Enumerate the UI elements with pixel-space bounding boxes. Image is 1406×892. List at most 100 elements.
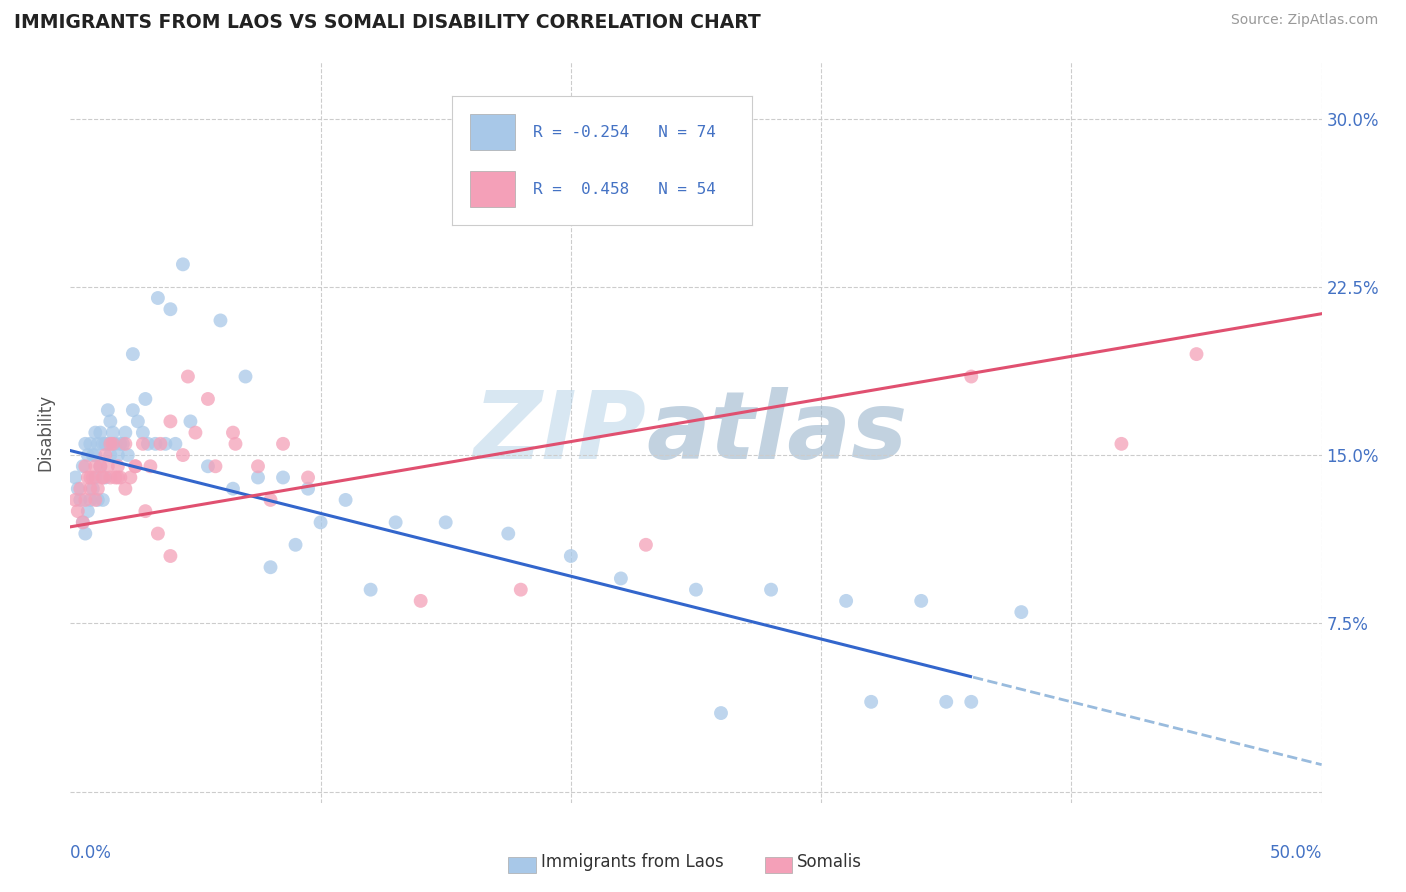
Point	[82, 482, 104, 496]
Point	[910, 594, 932, 608]
Point	[155, 437, 177, 451]
Y-axis label: Disability: Disability	[37, 394, 55, 471]
Point	[120, 470, 142, 484]
Point	[132, 425, 155, 440]
Point	[89, 459, 111, 474]
Point	[79, 482, 101, 496]
Point	[79, 437, 101, 451]
Point	[66, 482, 89, 496]
Point	[91, 492, 114, 507]
Point	[159, 549, 181, 563]
Point	[309, 516, 332, 530]
Point	[69, 492, 91, 507]
Bar	[509, 857, 536, 873]
Point	[172, 448, 194, 462]
Point	[107, 470, 129, 484]
Point	[172, 257, 194, 271]
Point	[498, 526, 520, 541]
Point	[271, 437, 294, 451]
Point	[149, 437, 172, 451]
Point	[235, 369, 257, 384]
Point	[710, 706, 733, 720]
Text: Immigrants from Laos: Immigrants from Laos	[541, 853, 724, 871]
Point	[204, 459, 226, 474]
Point	[685, 582, 707, 597]
Text: Somalis: Somalis	[797, 853, 862, 871]
Point	[134, 392, 156, 406]
Point	[835, 594, 858, 608]
Point	[297, 482, 319, 496]
Point	[65, 492, 87, 507]
Point	[117, 448, 139, 462]
Point	[259, 560, 281, 574]
Point	[65, 470, 87, 484]
Point	[107, 459, 129, 474]
Point	[247, 459, 270, 474]
Point	[509, 582, 531, 597]
Point	[94, 470, 117, 484]
Text: Source: ZipAtlas.com: Source: ZipAtlas.com	[1230, 13, 1378, 28]
Point	[72, 459, 94, 474]
Point	[89, 459, 111, 474]
Point	[159, 414, 181, 428]
Point	[84, 448, 107, 462]
Point	[76, 448, 98, 462]
Point	[98, 470, 121, 484]
Point	[82, 448, 104, 462]
Point	[1185, 347, 1208, 361]
Point	[860, 695, 883, 709]
Point	[139, 459, 162, 474]
Point	[146, 291, 169, 305]
Point	[935, 695, 957, 709]
Point	[84, 492, 107, 507]
Point	[222, 425, 245, 440]
Point	[1010, 605, 1032, 619]
Point	[134, 504, 156, 518]
Point	[271, 470, 294, 484]
Point	[72, 516, 94, 530]
Point	[259, 492, 281, 507]
Point	[136, 437, 159, 451]
Point	[960, 369, 983, 384]
Point	[87, 492, 110, 507]
Point	[960, 695, 983, 709]
Point	[114, 437, 136, 451]
Point	[297, 470, 319, 484]
Point	[360, 582, 382, 597]
Point	[610, 571, 633, 585]
Point	[76, 504, 98, 518]
Point	[69, 482, 91, 496]
Text: atlas: atlas	[645, 386, 907, 479]
Point	[94, 448, 117, 462]
Point	[121, 403, 145, 417]
Point	[110, 470, 132, 484]
Point	[91, 470, 114, 484]
Point	[107, 448, 129, 462]
Point	[91, 437, 114, 451]
Point	[634, 538, 657, 552]
Point	[165, 437, 187, 451]
Point	[82, 470, 104, 484]
Point	[114, 482, 136, 496]
Point	[101, 437, 124, 451]
Text: ZIP: ZIP	[472, 386, 645, 479]
Point	[145, 437, 167, 451]
Point	[104, 470, 127, 484]
Point	[97, 437, 120, 451]
Point	[72, 516, 94, 530]
Point	[197, 392, 219, 406]
Point	[79, 492, 101, 507]
Point	[110, 437, 132, 451]
Point	[94, 437, 117, 451]
Point	[560, 549, 582, 563]
Point	[98, 414, 121, 428]
Point	[75, 437, 97, 451]
Point	[89, 425, 111, 440]
Point	[146, 526, 169, 541]
Point	[124, 459, 146, 474]
Point	[76, 470, 98, 484]
Point	[209, 313, 232, 327]
Point	[159, 302, 181, 317]
Point	[87, 437, 110, 451]
Point	[179, 414, 201, 428]
